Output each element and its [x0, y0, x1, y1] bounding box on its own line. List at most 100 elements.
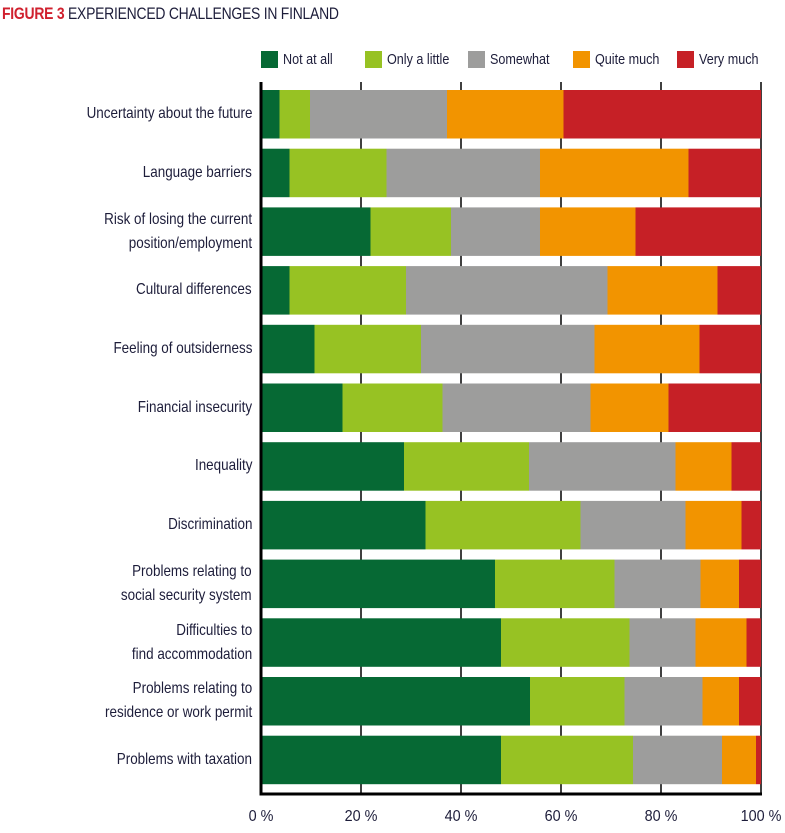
- bar-difficulties-to-quite-much: [695, 618, 747, 667]
- chart-title: FIGURE 3 EXPERIENCED CHALLENGES IN FINLA…: [2, 4, 339, 24]
- bar-feeling-of-outsiderness-only-a-little: [314, 324, 421, 374]
- bar-language-barriers-somewhat: [386, 148, 540, 198]
- bar-financial-insecurity-not-at-all: [261, 383, 343, 432]
- category-label: Cultural differences: [114, 278, 252, 302]
- category-label-text: Difficulties to find accommodation: [131, 621, 252, 663]
- title-text: EXPERIENCED CHALLENGES IN FINLAND: [67, 4, 339, 23]
- x-tick-label: 100 %: [740, 808, 782, 825]
- legend-label-somewhat: Somewhat: [490, 51, 550, 68]
- bar-difficulties-to-somewhat: [629, 618, 696, 667]
- bar-risk-of-losing-the-current-somewhat: [451, 207, 540, 256]
- category-label-text: Cultural differences: [136, 281, 252, 299]
- category-label-text: Inequality: [194, 457, 252, 475]
- category-label-text: Problems relating to residence or work p…: [104, 680, 252, 722]
- bar-problems-relating-to-quite-much: [702, 677, 739, 726]
- bar-problems-relating-to-only-a-little: [495, 559, 615, 609]
- bar-risk-of-losing-the-current-quite-much: [540, 207, 636, 256]
- bar-problems-relating-to-not-at-all: [261, 559, 495, 609]
- legend-swatch-not-at-all: [261, 51, 278, 68]
- bar-language-barriers-only-a-little: [289, 148, 387, 198]
- bar-cultural-differences-quite-much: [607, 266, 718, 315]
- legend-item-quite-much: Quite much: [573, 51, 672, 68]
- category-label-text: Discrimination: [167, 516, 252, 534]
- legend-swatch-somewhat: [468, 51, 485, 68]
- bar-problems-relating-to-very-much: [739, 559, 761, 609]
- category-label: Uncertainty about the future: [55, 102, 252, 126]
- x-tick-label: 20 %: [344, 808, 378, 825]
- bar-inequality-only-a-little: [404, 442, 529, 491]
- legend-swatch-quite-much: [573, 51, 590, 68]
- category-label-text: Uncertainty about the future: [86, 105, 252, 123]
- legend-swatch-very-much: [677, 51, 694, 68]
- bar-problems-relating-to-very-much: [739, 677, 761, 726]
- x-tick-label: 60 %: [544, 808, 578, 825]
- bar-problems-relating-to-somewhat: [624, 677, 703, 726]
- category-label: Discrimination: [152, 513, 252, 537]
- legend-label-not-at-all: Not at all: [283, 51, 333, 68]
- bar-inequality-somewhat: [529, 442, 676, 491]
- bar-cultural-differences-only-a-little: [289, 266, 406, 315]
- legend-label-very-much: Very much: [699, 51, 759, 68]
- bar-inequality-quite-much: [675, 442, 732, 491]
- bar-risk-of-losing-the-current-only-a-little: [370, 207, 451, 256]
- category-label: Language barriers: [122, 161, 252, 185]
- bar-difficulties-to-very-much: [746, 618, 761, 667]
- legend-item-very-much: Very much: [677, 51, 770, 68]
- figure-number: FIGURE 3: [2, 4, 65, 23]
- legend-item-not-at-all: Not at all: [261, 51, 342, 68]
- x-tick-label: 80 %: [644, 808, 678, 825]
- category-label: Financial insecurity: [116, 396, 252, 420]
- category-label: Problems relating to residence or work p…: [77, 677, 252, 725]
- bar-financial-insecurity-somewhat: [442, 383, 591, 432]
- legend-label-only-a-little: Only a little: [387, 51, 450, 68]
- bar-problems-with-taxation-quite-much: [722, 735, 756, 785]
- bar-discrimination-quite-much: [685, 500, 742, 550]
- category-label: Feeling of outsiderness: [87, 337, 252, 361]
- bar-cultural-differences-very-much: [717, 266, 761, 315]
- bar-difficulties-to-only-a-little: [501, 618, 630, 667]
- bar-uncertainty-about-the-future-only-a-little: [279, 90, 310, 139]
- category-label-text: Problems with taxation: [116, 750, 252, 768]
- category-label-text: Risk of losing the current position/empl…: [104, 210, 252, 252]
- bar-language-barriers-not-at-all: [261, 148, 290, 198]
- bar-inequality-not-at-all: [261, 442, 404, 491]
- bar-discrimination-only-a-little: [425, 500, 581, 550]
- bar-difficulties-to-not-at-all: [261, 618, 501, 667]
- legend-item-somewhat: Somewhat: [468, 51, 561, 68]
- category-label: Difficulties to find accommodation: [109, 619, 252, 667]
- category-label-text: Financial insecurity: [137, 398, 252, 416]
- bar-cultural-differences-not-at-all: [261, 266, 290, 315]
- bar-uncertainty-about-the-future-not-at-all: [261, 90, 280, 139]
- bar-uncertainty-about-the-future-quite-much: [447, 90, 564, 139]
- bar-problems-relating-to-somewhat: [614, 559, 701, 609]
- bar-uncertainty-about-the-future-very-much: [563, 90, 761, 139]
- x-tick-label: 0 %: [248, 808, 274, 825]
- bar-language-barriers-very-much: [688, 148, 761, 198]
- legend-swatch-only-a-little: [365, 51, 382, 68]
- bar-cultural-differences-somewhat: [406, 266, 608, 315]
- bar-problems-with-taxation-only-a-little: [501, 735, 633, 785]
- category-label: Problems relating to social security sys…: [96, 560, 252, 608]
- bar-feeling-of-outsiderness-somewhat: [421, 324, 595, 374]
- bar-financial-insecurity-only-a-little: [342, 383, 443, 432]
- category-label-text: Problems relating to social security sys…: [121, 562, 252, 604]
- x-tick-label: 40 %: [444, 808, 478, 825]
- bar-risk-of-losing-the-current-very-much: [635, 207, 761, 256]
- bar-discrimination-not-at-all: [261, 500, 426, 550]
- bar-feeling-of-outsiderness-quite-much: [594, 324, 700, 374]
- bar-risk-of-losing-the-current-not-at-all: [261, 207, 371, 256]
- category-label: Risk of losing the current position/empl…: [76, 208, 252, 256]
- bar-problems-relating-to-quite-much: [700, 559, 739, 609]
- bar-problems-relating-to-not-at-all: [261, 677, 530, 726]
- bar-language-barriers-quite-much: [540, 148, 689, 198]
- bar-problems-with-taxation-very-much: [756, 735, 761, 785]
- category-label: Inequality: [184, 454, 252, 478]
- bar-problems-with-taxation-not-at-all: [261, 735, 501, 785]
- category-label-text: Language barriers: [142, 163, 252, 181]
- legend-label-quite-much: Quite much: [595, 51, 660, 68]
- category-label-text: Feeling of outsiderness: [113, 340, 252, 358]
- bar-inequality-very-much: [731, 442, 761, 491]
- bar-uncertainty-about-the-future-somewhat: [310, 90, 447, 139]
- bar-financial-insecurity-quite-much: [590, 383, 669, 432]
